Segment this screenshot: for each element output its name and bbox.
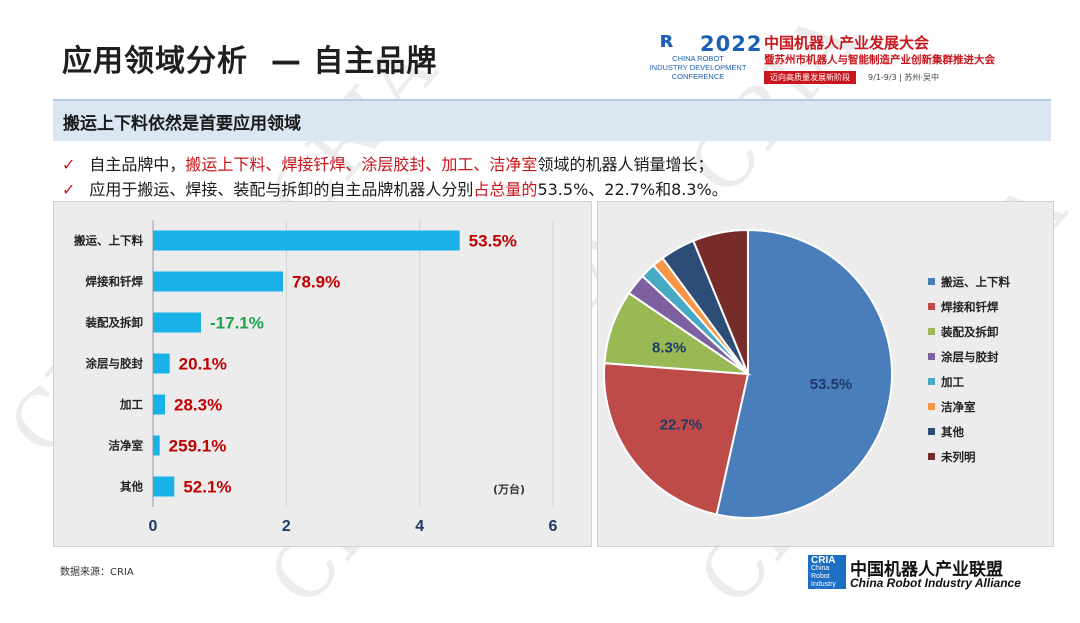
conference-logo: ʀ 2022 CHINA ROBOT INDUSTRY DEVELOPMENT … bbox=[636, 26, 1036, 92]
alliance-mark-text: CRIA bbox=[811, 555, 836, 566]
legend-label: 焊接和钎焊 bbox=[941, 300, 999, 314]
bar bbox=[153, 394, 165, 415]
bar bbox=[153, 353, 170, 374]
bar bbox=[153, 476, 175, 497]
legend-label: 其他 bbox=[941, 425, 964, 439]
alliance-name-en: China Robot Industry Alliance bbox=[850, 576, 1021, 590]
category-label: 洁净室 bbox=[109, 439, 144, 453]
logo-date: 9/1-9/3 | 苏州·吴中 bbox=[868, 73, 939, 82]
alliance-logo-mark: CRIA China Robot Industry Alliance bbox=[808, 555, 846, 596]
legend-label: 涂层与胶封 bbox=[941, 350, 999, 364]
logo-english-line: CONFERENCE bbox=[671, 72, 725, 81]
legend-swatch bbox=[928, 303, 935, 310]
logo-english: CHINA ROBOT INDUSTRY DEVELOPMENT CONFERE… bbox=[636, 54, 760, 81]
bullet-line-2: ✓ 应用于搬运、焊接、装配与拆卸的自主品牌机器人分别占总量的53.5%、22.7%… bbox=[62, 176, 728, 200]
bullet-text-highlight: 搬运上下料、焊接钎焊、涂层胶封、加工、洁净室 bbox=[185, 155, 538, 174]
category-label: 焊接和钎焊 bbox=[86, 275, 144, 289]
legend-label: 洁净室 bbox=[941, 400, 976, 414]
bullet-text: 领域的机器人销量增长； bbox=[537, 155, 714, 174]
bar-data-label: -17.1% bbox=[210, 314, 264, 333]
legend-label: 装配及拆卸 bbox=[940, 325, 999, 339]
alliance-mark-sub: Alliance bbox=[811, 589, 836, 596]
legend-label: 加工 bbox=[940, 375, 964, 389]
bullet-text: 53.5%、22.7%和8.3%。 bbox=[537, 180, 728, 199]
bullet-text: 应用于搬运、焊接、装配与拆卸的自主品牌机器人分别 bbox=[89, 180, 474, 199]
category-label: 搬运、上下料 bbox=[74, 234, 143, 248]
bar-data-label: 28.3% bbox=[174, 396, 222, 415]
bar-chart: 0 2 4 6 搬运、上下料 53.5% 焊接和钎焊 78.9% 装配及拆卸 -17.1% 涂层与胶… bbox=[74, 220, 558, 535]
data-source: 数据来源：CRIA bbox=[60, 567, 134, 578]
pie-slice bbox=[715, 228, 893, 519]
alliance-mark-sub: Industry bbox=[811, 581, 836, 588]
pie-data-label: 8.3% bbox=[652, 339, 686, 356]
legend-label: 未列明 bbox=[940, 450, 976, 464]
pie-slice bbox=[692, 228, 749, 375]
section-banner: 搬运上下料依然是首要应用领域 bbox=[53, 99, 1051, 141]
checkmark-icon: ✓ bbox=[62, 155, 76, 174]
bar bbox=[153, 312, 201, 333]
category-label: 涂层与胶封 bbox=[86, 357, 144, 371]
logo-subtitle: 暨苏州市机器人与智能制造产业创新集群推进大会 bbox=[764, 54, 995, 66]
bar-data-label: 53.5% bbox=[469, 232, 517, 251]
section-banner-text: 搬运上下料依然是首要应用领域 bbox=[63, 114, 301, 134]
robot-mark-icon: ʀ bbox=[660, 28, 675, 53]
category-label: 装配及拆卸 bbox=[85, 316, 144, 330]
bar-data-label: 259.1% bbox=[169, 437, 227, 456]
legend-swatch bbox=[928, 403, 935, 410]
legend-swatch bbox=[928, 428, 935, 435]
alliance-mark-sub: China bbox=[811, 565, 830, 572]
pie-chart-panel: 53.5% 22.7% 8.3% 搬运、上下料 焊接和钎焊装配及拆卸涂层与胶封加工洁净室… bbox=[597, 201, 1054, 547]
x-tick-label: 2 bbox=[282, 518, 291, 535]
pie-slice bbox=[603, 362, 750, 516]
alliance-name-cn: 中国机器人产业联盟 bbox=[850, 560, 1003, 580]
bar-data-label: 20.1% bbox=[179, 355, 227, 374]
pie-chart: 53.5% 22.7% 8.3% 搬运、上下料焊接和钎焊装配及拆卸涂层与胶封加工洁净室… bbox=[603, 228, 1010, 519]
bar-data-label: 78.9% bbox=[292, 273, 340, 292]
pie-data-label: 22.7% bbox=[660, 417, 703, 434]
bullet-text-highlight: 占总量的 bbox=[473, 180, 538, 199]
bar bbox=[153, 271, 283, 292]
bar bbox=[153, 230, 460, 251]
legend-swatch bbox=[928, 378, 935, 385]
x-tick-label: 4 bbox=[415, 518, 424, 535]
checkmark-icon: ✓ bbox=[62, 180, 76, 199]
bullet-text: 自主品牌中， bbox=[89, 155, 186, 174]
bar-data-label: 52.1% bbox=[183, 478, 231, 497]
logo-tagline: 迈向高质量发展新阶段 bbox=[764, 71, 856, 84]
x-tick-label: 0 bbox=[149, 518, 158, 535]
alliance-mark-sub: Robot bbox=[811, 573, 830, 580]
alliance-logo: CRIA China Robot Industry Alliance 中国机器人… bbox=[808, 553, 1038, 596]
category-label: 加工 bbox=[119, 398, 143, 412]
logo-english-line: INDUSTRY DEVELOPMENT bbox=[649, 63, 747, 72]
legend-label: 搬运、上下料 bbox=[941, 275, 1010, 289]
legend-swatch bbox=[928, 328, 935, 335]
pie-data-label: 53.5% bbox=[810, 376, 853, 393]
legend-swatch bbox=[928, 278, 935, 285]
legend-swatch bbox=[928, 353, 935, 360]
x-tick-label: 6 bbox=[549, 518, 558, 535]
bullet-line-1: ✓ 自主品牌中，搬运上下料、焊接钎焊、涂层胶封、加工、洁净室领域的机器人销量增长； bbox=[62, 151, 713, 175]
category-label: 其他 bbox=[120, 480, 143, 494]
page-title: 应用领域分析 — 自主品牌 bbox=[62, 44, 438, 79]
bar-chart-panel: 0 2 4 6 搬运、上下料 53.5% 焊接和钎焊 78.9% 装配及拆卸 -17.1% 涂层与胶… bbox=[53, 201, 592, 547]
unit-label: (万台) bbox=[493, 482, 525, 496]
logo-year: 2022 bbox=[700, 32, 763, 56]
bar bbox=[153, 435, 160, 456]
legend-swatch bbox=[928, 453, 935, 460]
logo-english-line: CHINA ROBOT bbox=[672, 54, 724, 63]
logo-title: 中国机器人产业发展大会 bbox=[764, 34, 930, 52]
